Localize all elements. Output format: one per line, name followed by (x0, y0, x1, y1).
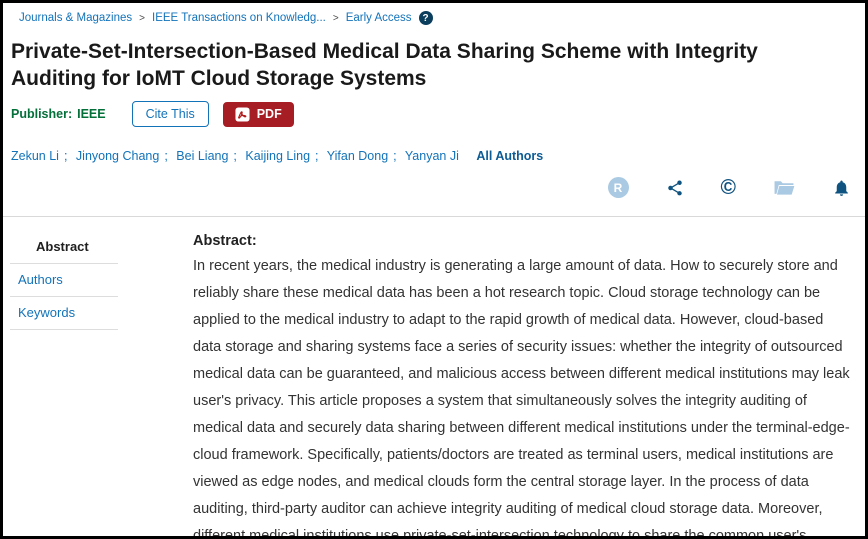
author-link[interactable]: Bei Liang (176, 148, 229, 163)
r-badge-icon[interactable]: R (607, 177, 629, 199)
page-title: Private-Set-Intersection-Based Medical D… (11, 40, 758, 91)
pdf-button[interactable]: PDF (222, 101, 294, 127)
breadcrumb-journal-title[interactable]: IEEE Transactions on Knowledg... (152, 12, 326, 24)
pdf-button-label: PDF (256, 107, 282, 122)
publisher-label: Publisher: IEEE (11, 107, 106, 121)
author-link[interactable]: Yifan Dong (326, 148, 389, 163)
breadcrumb-separator: > (139, 12, 145, 24)
content-area: Abstract Authors Keywords Abstract: In r… (3, 217, 865, 539)
publisher-name: IEEE (77, 107, 106, 122)
author-separator: ; (315, 148, 319, 163)
abstract-text: In recent years, the medical industry is… (193, 257, 850, 539)
cite-this-button[interactable]: Cite This (131, 101, 209, 128)
save-to-project-folder-icon[interactable] (773, 179, 795, 197)
authors-list: Zekun Li; Jinyong Chang; Bei Liang; Kaij… (11, 149, 865, 163)
share-icon[interactable] (666, 179, 684, 197)
author-link[interactable]: Jinyong Chang (75, 148, 160, 163)
author-link[interactable]: Yanyan Ji (404, 148, 459, 163)
help-icon[interactable]: ? (418, 11, 433, 25)
author-link[interactable]: Kaijing Ling (245, 148, 311, 163)
section-divider (3, 215, 865, 217)
section-nav-sidebar: Abstract Authors Keywords (3, 217, 193, 536)
sidebar-item-authors[interactable]: Authors (10, 264, 118, 297)
author-separator: ; (63, 148, 68, 163)
breadcrumb: Journals & Magazines > IEEE Transactions… (3, 3, 865, 25)
author-separator: ; (164, 148, 168, 163)
alerts-bell-icon[interactable] (832, 178, 851, 198)
abstract-section: Abstract: In recent years, the medical i… (193, 217, 865, 539)
action-icons-row: R © (3, 175, 865, 201)
author-link[interactable]: Zekun Li (11, 148, 59, 163)
breadcrumb-early-access[interactable]: Early Access (345, 12, 412, 24)
publisher-row: Publisher: IEEE Cite This PDF (11, 101, 865, 128)
sidebar-item-keywords[interactable]: Keywords (10, 297, 118, 330)
copyright-icon[interactable]: © (720, 176, 736, 200)
sidebar-item-abstract[interactable]: Abstract (10, 231, 118, 264)
publisher-caption: Publisher: (11, 107, 73, 122)
abstract-heading: Abstract: (193, 232, 257, 249)
breadcrumb-separator: > (332, 12, 339, 24)
breadcrumb-journals-magazines[interactable]: Journals & Magazines (19, 12, 133, 24)
author-separator: ; (233, 148, 237, 163)
author-separator: ; (393, 148, 397, 163)
all-authors-link[interactable]: All Authors (476, 148, 544, 163)
pdf-file-icon (235, 107, 250, 122)
